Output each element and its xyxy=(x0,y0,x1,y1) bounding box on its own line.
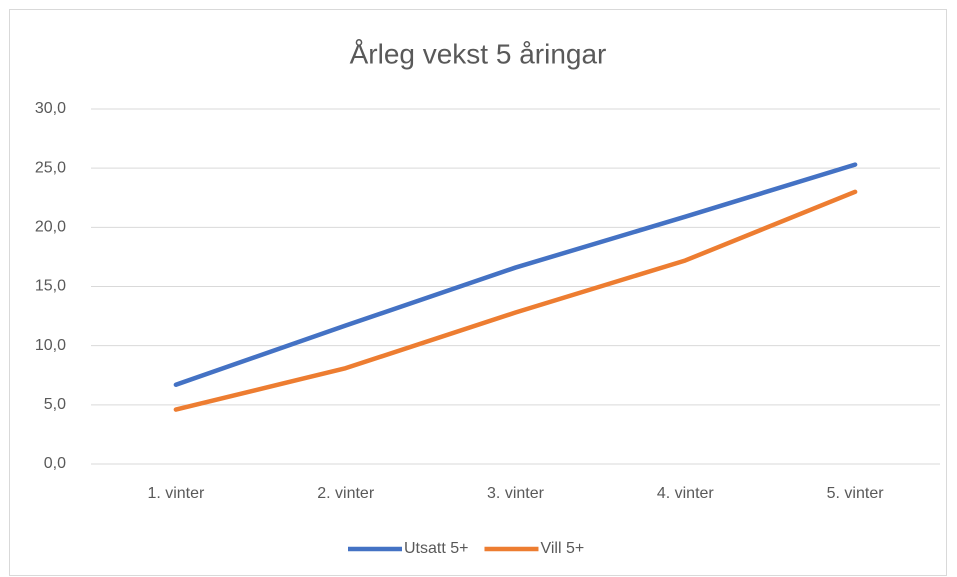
series-line xyxy=(173,189,858,412)
legend-label: Utsatt 5+ xyxy=(404,540,468,557)
x-tick-label: 3. vinter xyxy=(487,485,545,502)
y-tick-label: 15,0 xyxy=(35,278,66,295)
chart-title: Årleg vekst 5 åringar xyxy=(350,38,607,69)
x-tick-label: 5. vinter xyxy=(827,485,885,502)
y-tick-label: 0,0 xyxy=(44,455,66,472)
y-tick-label: 5,0 xyxy=(44,396,66,413)
y-tick-label: 30,0 xyxy=(35,100,66,117)
y-tick-label: 25,0 xyxy=(35,159,66,176)
x-tick-label: 4. vinter xyxy=(657,485,715,502)
x-tick-label: 2. vinter xyxy=(317,485,375,502)
legend-label: Vill 5+ xyxy=(540,540,584,557)
y-tick-label: 10,0 xyxy=(35,337,66,354)
x-tick-label: 1. vinter xyxy=(147,485,205,502)
y-tick-label: 20,0 xyxy=(35,219,66,236)
chart-border xyxy=(9,9,947,576)
series-line xyxy=(173,162,858,387)
